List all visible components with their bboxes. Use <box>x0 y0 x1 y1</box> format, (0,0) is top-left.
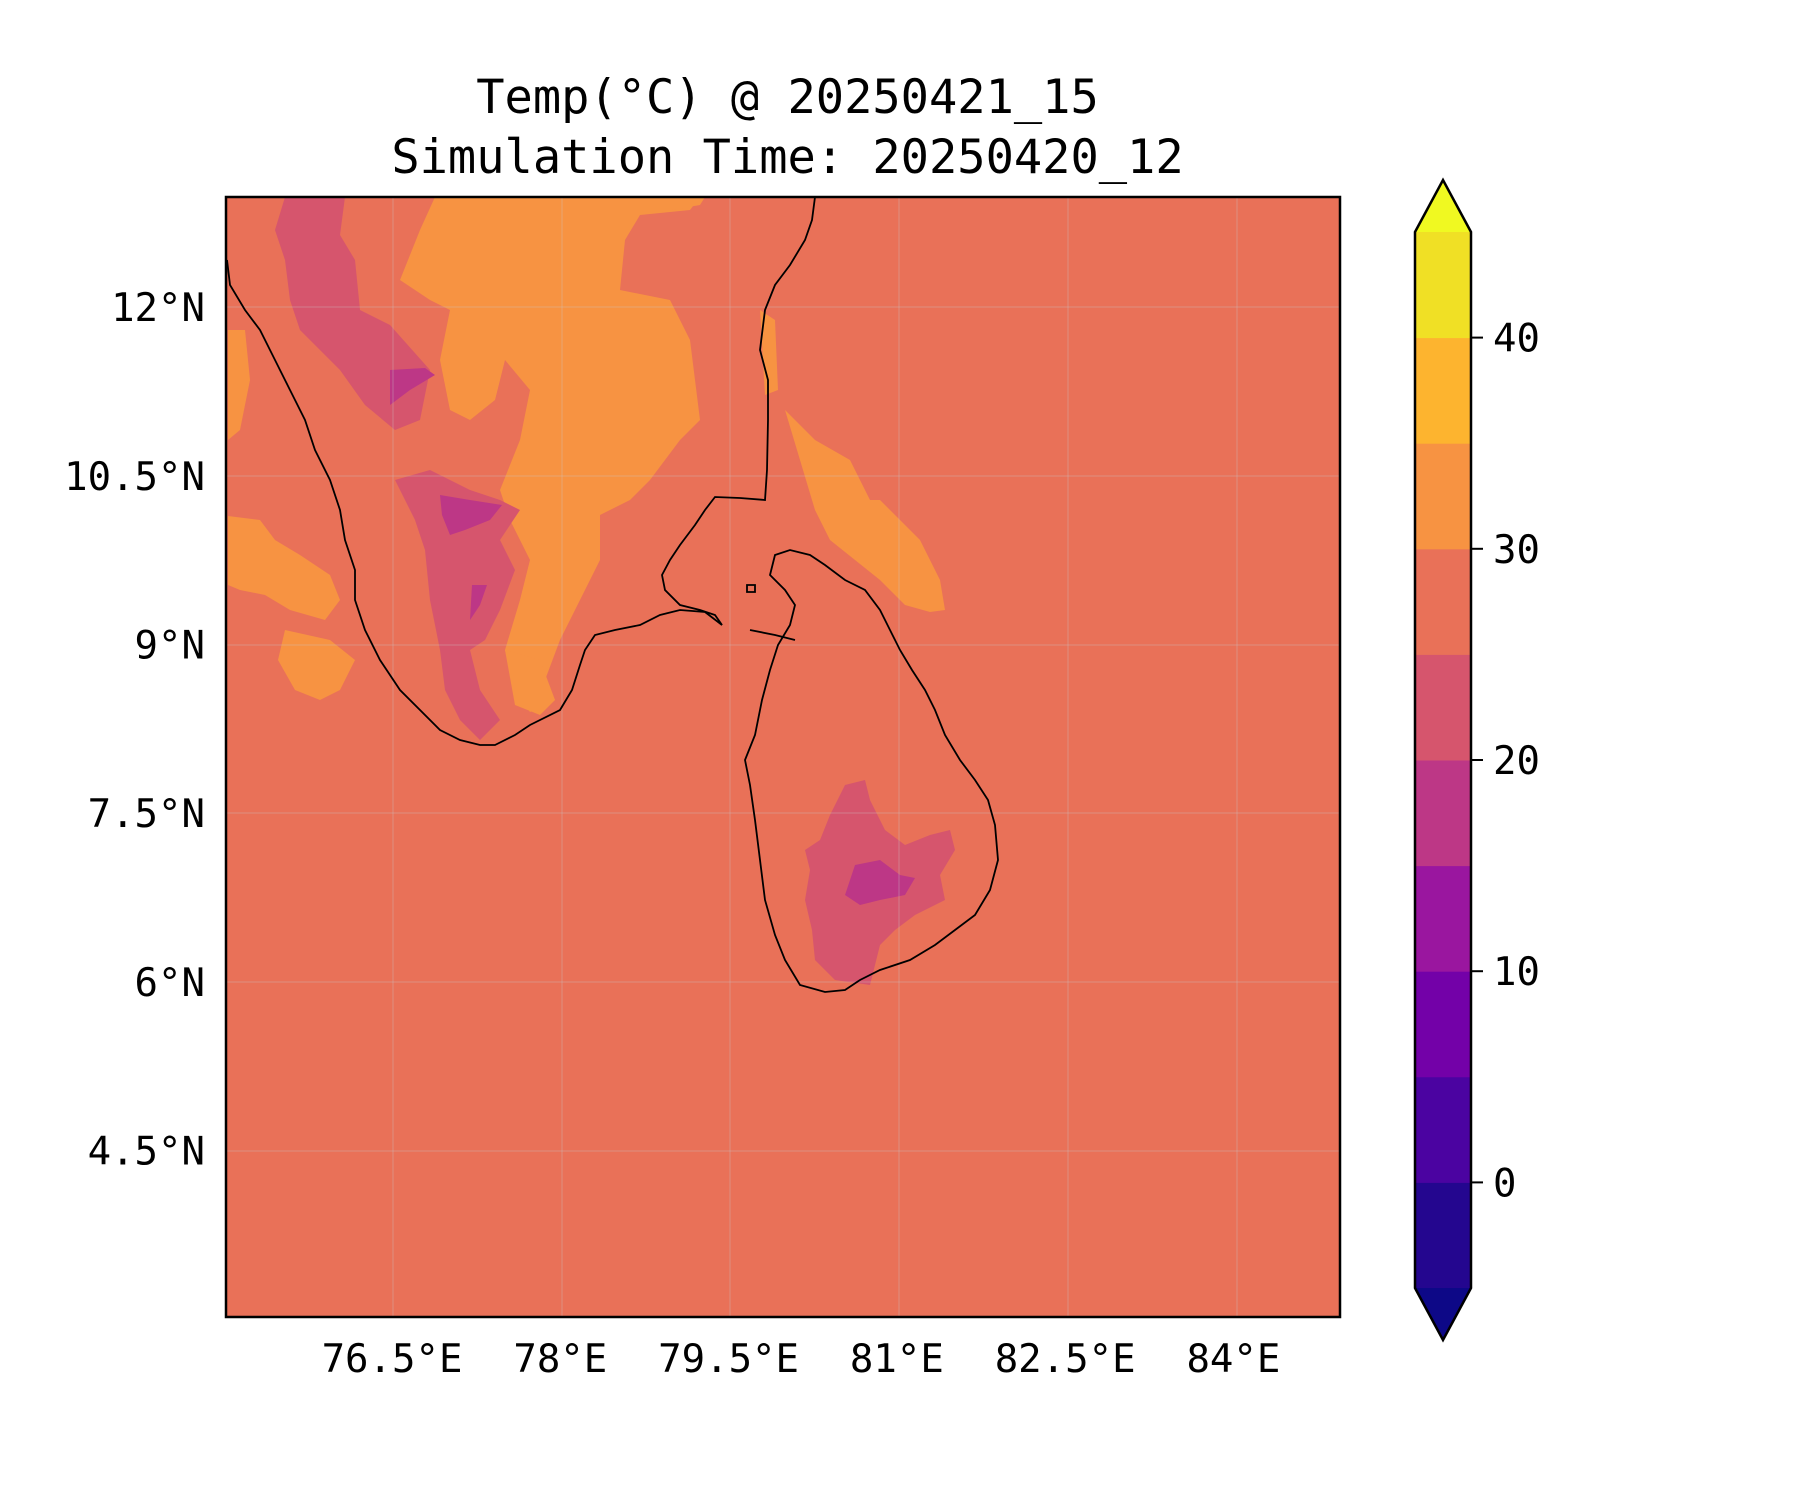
colorbar-segment <box>1415 760 1471 867</box>
warm-zone-palk-strait <box>785 410 945 612</box>
colorbar-segment <box>1415 1182 1471 1289</box>
gridlines <box>226 197 1340 1317</box>
x-tick-label: 81°E <box>850 1337 944 1382</box>
y-tick-label: 12°N <box>111 286 205 331</box>
cool-zone-palani <box>395 470 520 740</box>
coastlines <box>226 196 999 993</box>
colorbar-outline <box>1413 177 1473 1343</box>
warm-zone-kerala-south <box>278 630 355 700</box>
y-tick-label: 6°N <box>135 961 205 1006</box>
colorbar-segment <box>1415 1076 1471 1183</box>
warm-zone-kerala-coast <box>228 516 340 620</box>
colorbar-tick-label: 0 <box>1493 1161 1516 1206</box>
colorbar-segment <box>1415 443 1471 550</box>
colorbar-segment <box>1415 337 1471 444</box>
colorbar: 0 10 20 30 40 <box>1413 177 1540 1343</box>
colorbar-tick-label: 20 <box>1493 739 1540 784</box>
cold-core-nilgiri <box>390 368 435 405</box>
cold-core-palani-2 <box>470 585 487 620</box>
colorbar-segment <box>1415 971 1471 1078</box>
colorbar-tick-label: 40 <box>1493 317 1540 362</box>
colorbar-tick-label: 30 <box>1493 528 1540 573</box>
warm-zones <box>228 197 945 715</box>
cold-core-sri-lanka <box>845 860 915 905</box>
mannar-island <box>749 629 796 641</box>
y-tick-label: 7.5°N <box>88 792 205 837</box>
colorbar-under-extension <box>1415 1288 1471 1340</box>
colorbar-segment <box>1415 654 1471 761</box>
colorbar-segment <box>1415 548 1471 655</box>
small-island <box>746 584 756 593</box>
y-axis: 4.5°N 6°N 7.5°N 9°N 10.5°N 12°N <box>64 286 205 1174</box>
colorbar-over-extension <box>1415 180 1471 232</box>
warm-zone-coastal-north <box>640 197 705 212</box>
cold-core-palani-1 <box>440 495 502 535</box>
india-coastline <box>226 196 816 746</box>
warm-zone-madurai <box>505 650 555 715</box>
coldest-zones <box>390 368 915 905</box>
x-tick-label: 78°E <box>513 1337 607 1382</box>
warm-zone-west-edge <box>228 330 250 440</box>
x-tick-label: 76.5°E <box>322 1337 463 1382</box>
y-tick-label: 4.5°N <box>88 1130 205 1175</box>
chart-subtitle: Simulation Time: 20250420_12 <box>391 130 1184 185</box>
x-axis: 76.5°E 78°E 79.5°E 81°E 82.5°E 84°E <box>322 1337 1281 1382</box>
x-tick-label: 82.5°E <box>995 1337 1136 1382</box>
warm-zone-jaffna-north <box>760 310 778 395</box>
y-tick-label: 10.5°N <box>64 455 205 500</box>
chart-title: Temp(°C) @ 20250421_15 <box>476 70 1099 125</box>
sri-lanka-coastline <box>744 549 999 993</box>
x-tick-label: 79.5°E <box>658 1337 799 1382</box>
colorbar-segment <box>1415 865 1471 972</box>
warm-zone-tamil-nadu <box>400 197 700 712</box>
colorbar-segment <box>1415 232 1471 339</box>
x-tick-label: 84°E <box>1186 1337 1280 1382</box>
y-tick-label: 9°N <box>135 624 205 669</box>
colorbar-tick-label: 10 <box>1493 950 1540 995</box>
plot-frame <box>224 195 1342 1319</box>
